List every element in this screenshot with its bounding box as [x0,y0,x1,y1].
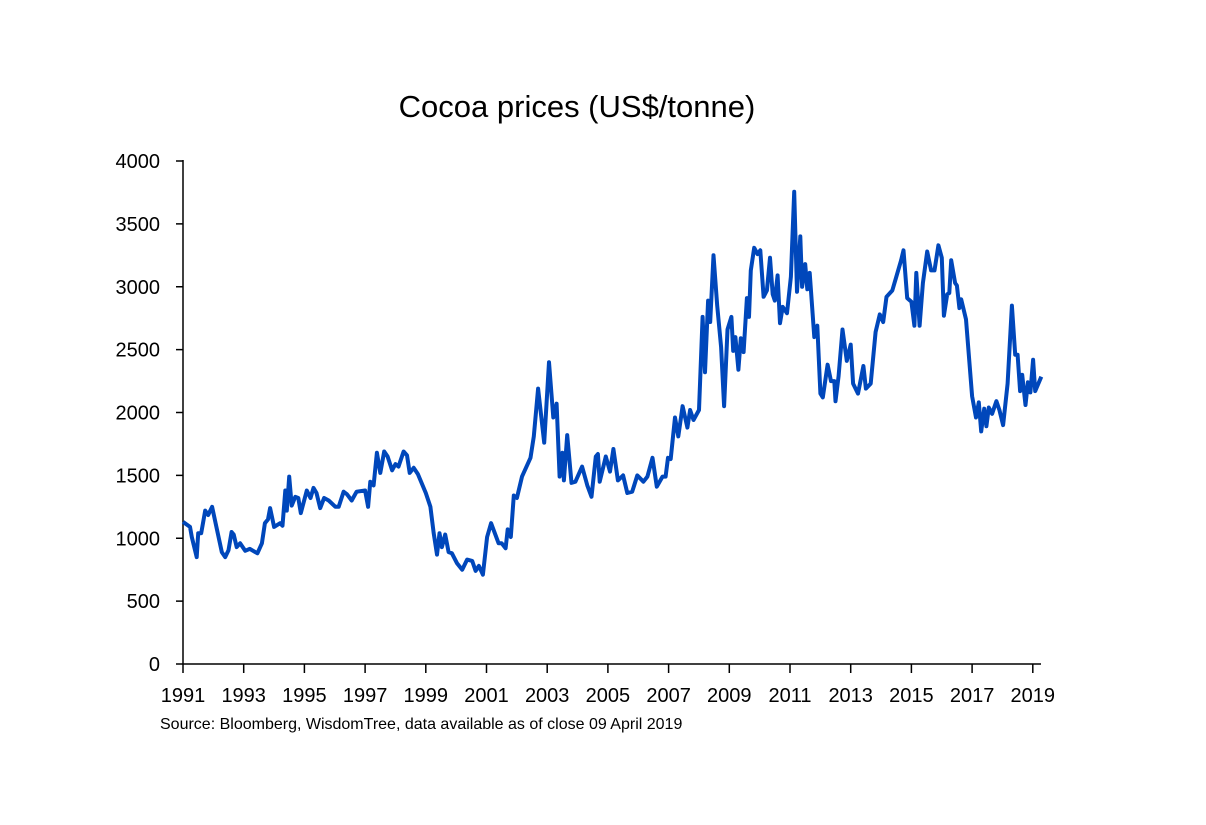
x-tick-label: 2005 [586,685,631,707]
y-tick-label: 2000 [116,403,161,425]
y-tick-label: 2500 [116,340,161,362]
x-axis: 1991 1993 1995 1997 1999 2001 2003 2005 2007 2009… [161,664,1055,707]
x-tick-label: 1993 [221,685,266,707]
y-tick-label: 1500 [116,465,161,487]
x-tick-label: 2017 [950,685,995,707]
x-tick-label: 2019 [1011,685,1056,707]
x-tick-label: 1995 [282,685,327,707]
y-tick-label: 3000 [116,277,161,299]
x-tick-label: 2001 [464,685,509,707]
y-axis: 0 500 1000 1500 2000 2500 3000 3500 4000 [116,151,183,676]
y-tick-label: 3500 [116,214,161,236]
x-tick-label: 2011 [768,685,811,707]
source-note: Source: Bloomberg, WisdomTree, data avai… [160,716,682,733]
x-tick-label: 2003 [525,685,570,707]
x-tick-label: 1999 [404,685,449,707]
y-tick-label: 1000 [116,528,161,550]
x-tick-label: 2007 [646,685,691,707]
x-tick-label: 2013 [828,685,873,707]
x-tick-label: 2015 [889,685,934,707]
chart-title: Cocoa prices (US$/tonne) [399,89,756,124]
x-tick-label: 2009 [707,685,752,707]
x-tick-label: 1991 [161,685,206,707]
x-tick-label: 1997 [343,685,388,707]
y-tick-label: 4000 [116,151,161,173]
cocoa-price-line [181,189,1044,577]
y-tick-label: 0 [149,654,160,676]
y-tick-label: 500 [127,591,160,613]
